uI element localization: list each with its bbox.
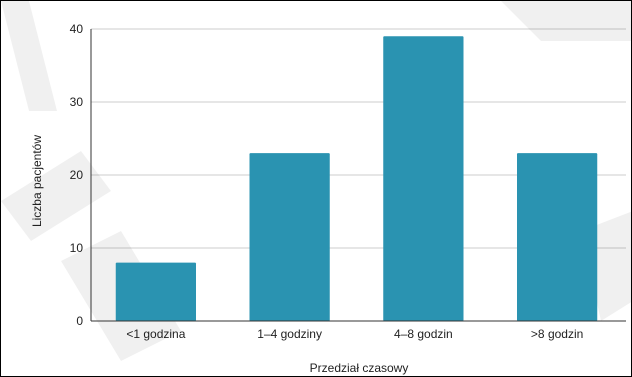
x-axis-title: Przedział czasowy [310, 361, 409, 375]
y-tick-label: 40 [70, 22, 84, 36]
y-tick-label: 10 [70, 241, 84, 255]
y-tick-label: 30 [70, 95, 84, 109]
y-tick-labels: 0 10 20 30 40 [70, 22, 84, 328]
y-tick-label: 20 [70, 168, 84, 182]
bars [115, 36, 598, 322]
y-tick-label: 0 [76, 314, 83, 328]
x-tick-label: 1–4 godziny [257, 327, 322, 341]
bar [383, 36, 464, 322]
x-tick-labels: <1 godzina 1–4 godziny 4–8 godzin >8 godzin [126, 327, 583, 341]
y-axis-title: Liczba pacjentów [30, 135, 44, 227]
x-tick-label: >8 godzin [531, 327, 583, 341]
bar [517, 153, 598, 321]
x-tick-label: 4–8 godzin [394, 327, 453, 341]
x-tick-label: <1 godzina [126, 327, 185, 341]
bar [115, 262, 196, 321]
axes [90, 29, 626, 322]
bar [249, 153, 330, 321]
